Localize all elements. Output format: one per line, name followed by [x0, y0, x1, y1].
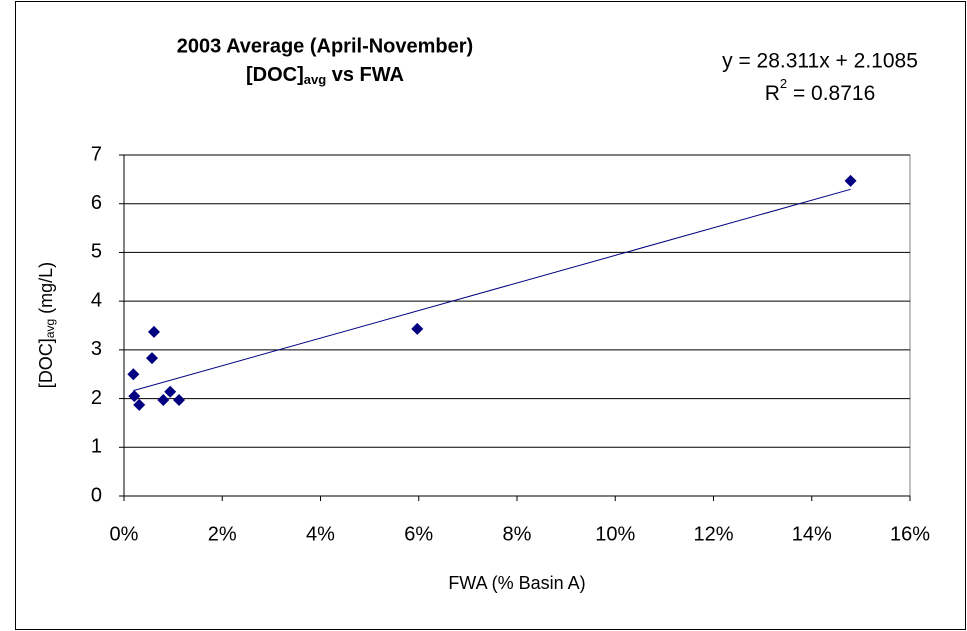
y-tick-label: 6 [91, 192, 102, 214]
y-tick-label: 7 [91, 143, 102, 165]
y-tick-label: 5 [91, 241, 102, 263]
y-axis-title: [DOC]avg (mg/L) [36, 262, 57, 388]
data-point [146, 352, 159, 365]
title-part: [DOC] [246, 64, 304, 86]
data-point [164, 385, 177, 398]
plot-area [123, 154, 911, 497]
y-tick-label: 1 [91, 436, 102, 458]
x-tick-label: 2% [208, 523, 237, 545]
x-tick-label: 14% [792, 523, 832, 545]
r-squared-part: = 0.8716 [787, 82, 875, 105]
y-title-subscript: avg [43, 319, 57, 338]
y-title-part: (mg/L) [36, 262, 56, 319]
data-point [147, 325, 160, 338]
trendline [133, 188, 851, 392]
x-tick-label: 4% [306, 523, 335, 545]
data-point [157, 394, 170, 407]
r-squared-superscript: 2 [780, 76, 787, 91]
x-tick-label: 16% [890, 523, 930, 545]
trendline-equation: y = 28.311x + 2.1085 [722, 50, 918, 73]
data-point [411, 322, 424, 335]
x-tick-label: 0% [110, 523, 139, 545]
chart-title: 2003 Average (April-November) [177, 35, 473, 57]
y-tick-label: 3 [91, 338, 102, 360]
data-point [173, 394, 186, 407]
y-tick-label: 0 [91, 484, 102, 506]
data-point [133, 398, 146, 411]
data-point [127, 368, 140, 381]
data-point [844, 174, 857, 187]
data-point [128, 390, 141, 403]
title-part: vs FWA [326, 64, 404, 86]
y-tick-label: 4 [91, 289, 102, 311]
x-tick-label: 10% [595, 523, 635, 545]
r-squared-part: R [765, 82, 780, 105]
x-axis-title: FWA (% Basin A) [448, 573, 585, 593]
chart-title: [DOC]avg vs FWA [246, 64, 404, 87]
y-tick-label: 2 [91, 387, 102, 409]
x-tick-label: 6% [404, 523, 433, 545]
r-squared: R2 = 0.8716 [765, 76, 876, 104]
title-subscript: avg [304, 72, 326, 87]
x-tick-label: 12% [693, 523, 733, 545]
x-tick-label: 8% [503, 523, 532, 545]
y-title-part: [DOC] [36, 338, 56, 388]
